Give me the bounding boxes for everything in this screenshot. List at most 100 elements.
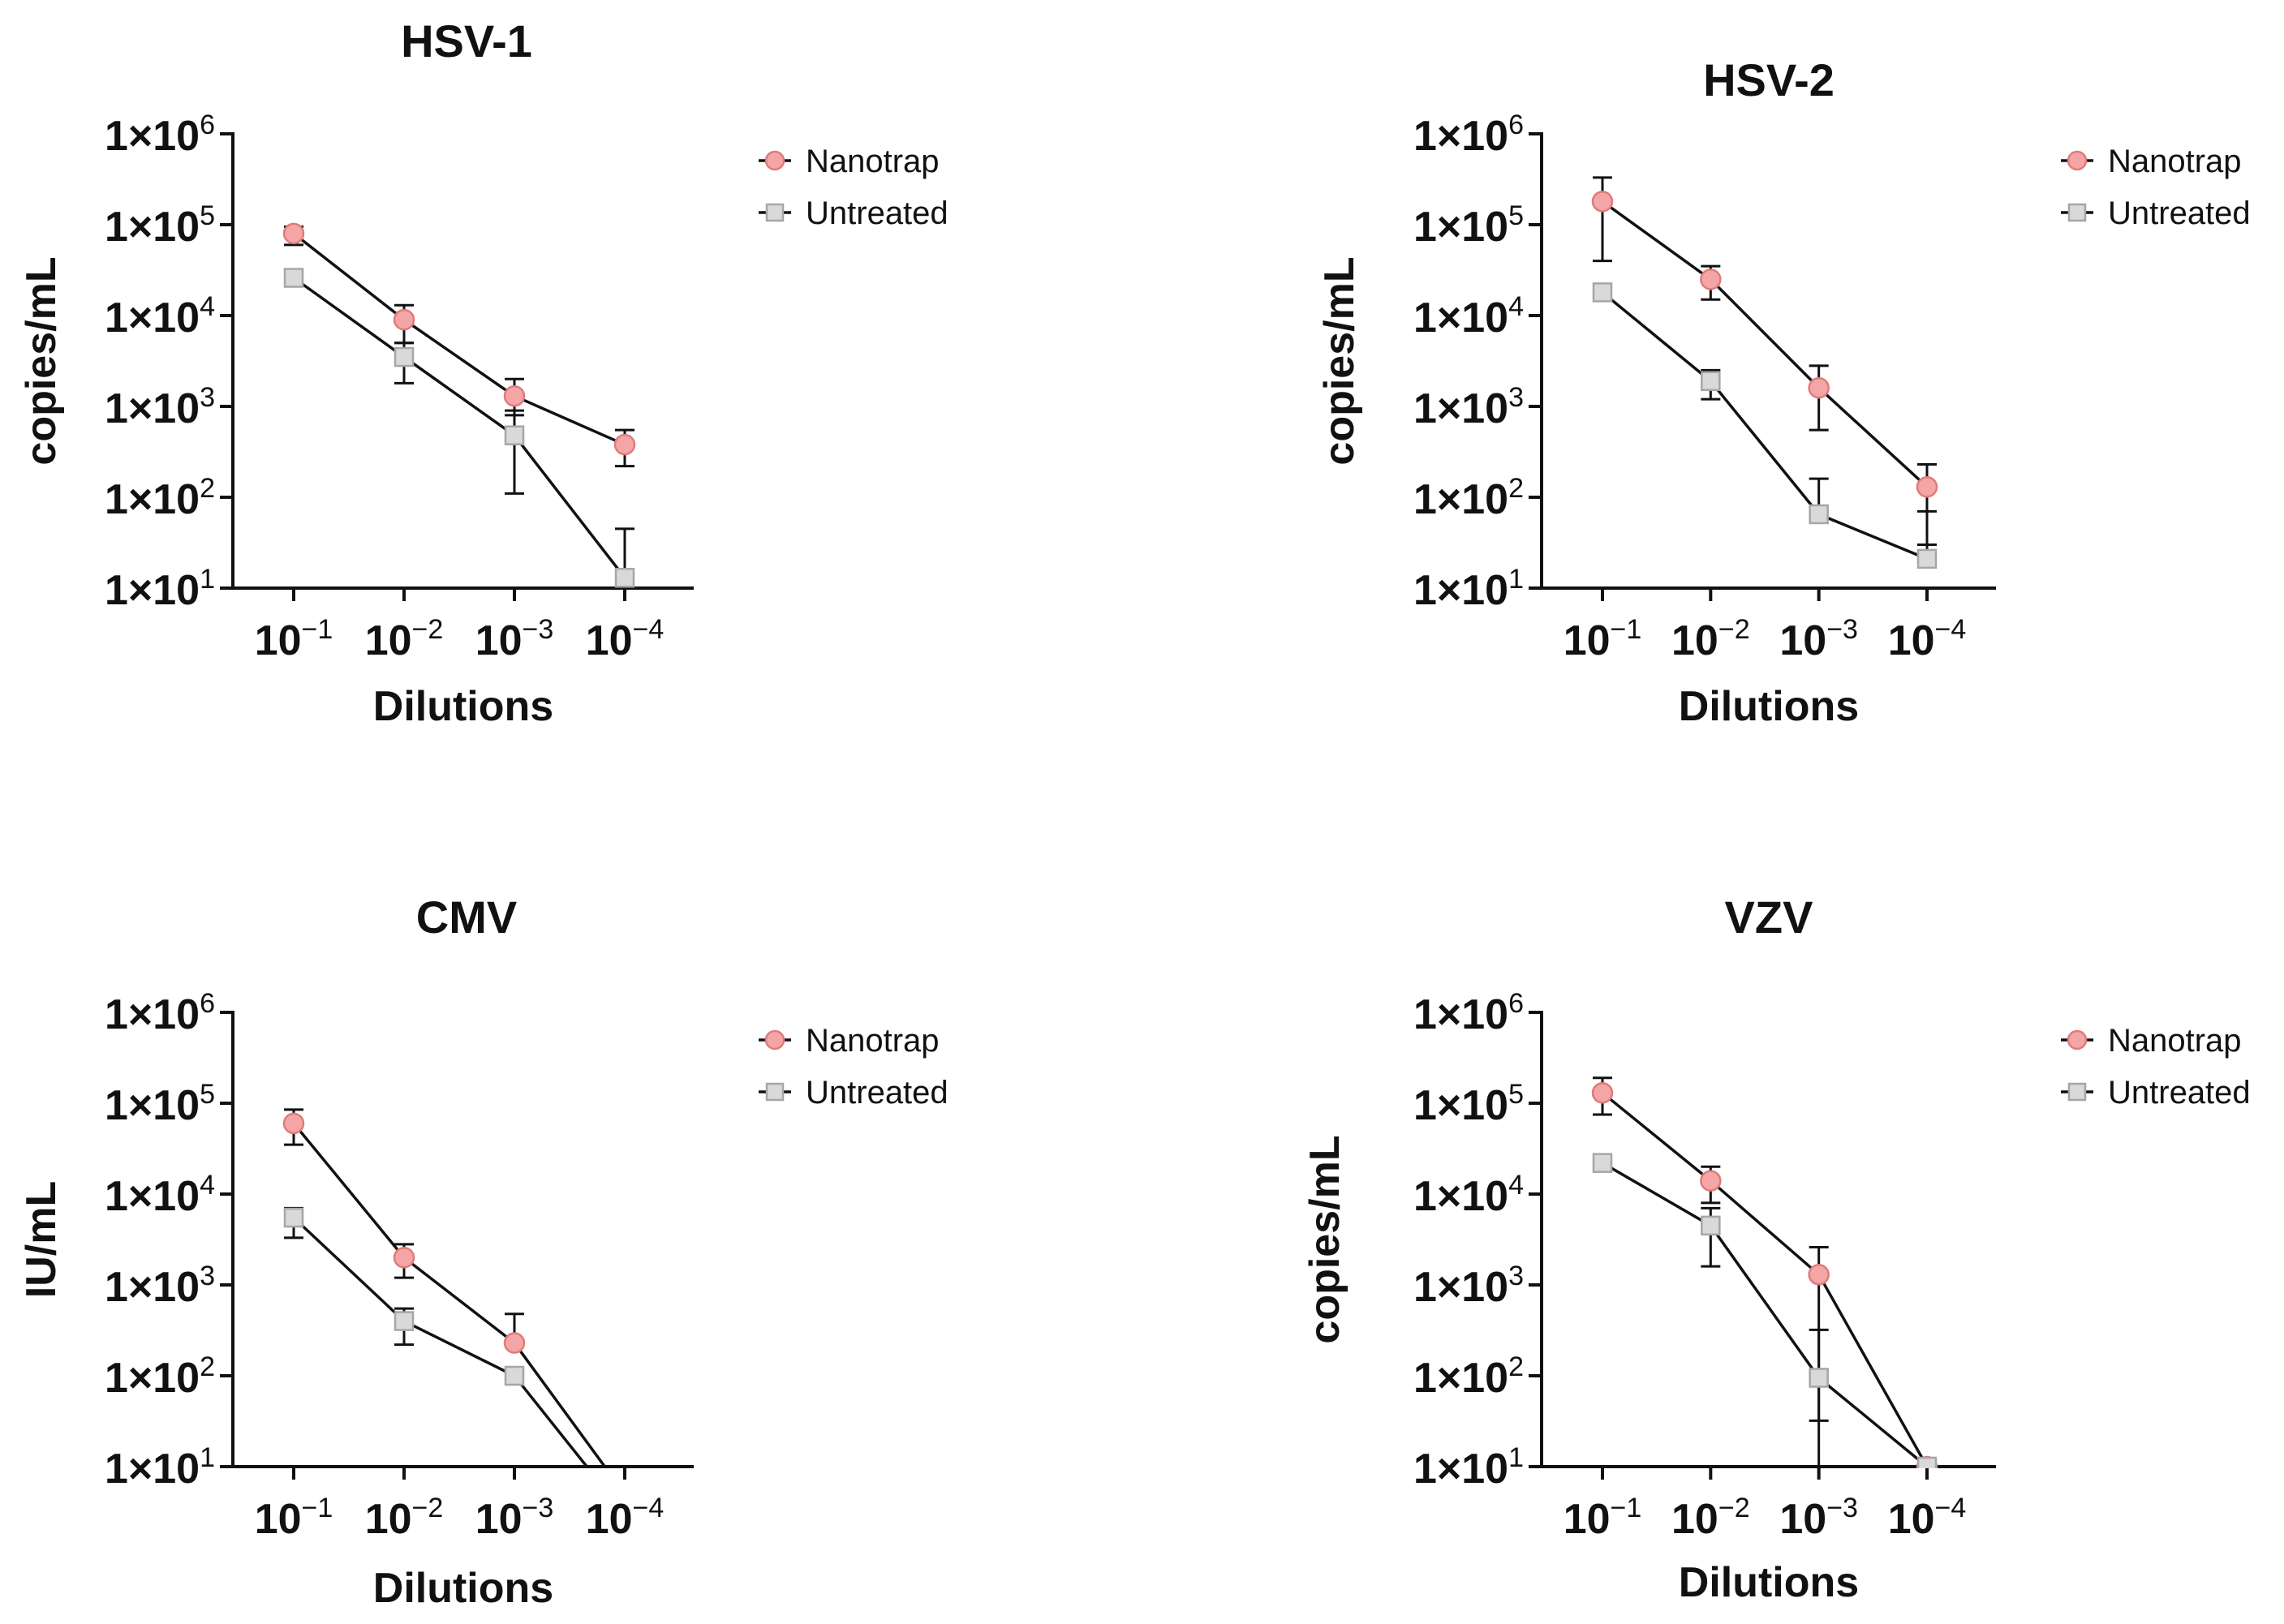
y-tick-label: 1×101 — [1413, 1442, 1524, 1493]
tick-superscript: −4 — [1935, 614, 1967, 645]
tick-superscript: 6 — [1508, 110, 1524, 140]
tick-superscript: −4 — [1935, 1493, 1967, 1523]
x-tick-label: 10−1 — [1564, 614, 1642, 664]
legend-label: Nanotrap — [806, 1023, 940, 1059]
tick-superscript: −2 — [412, 614, 444, 645]
y-tick-label: 1×102 — [105, 1351, 215, 1402]
tick-superscript: 2 — [200, 473, 215, 504]
legend-label: Untreated — [2108, 1075, 2251, 1111]
y-axis-label: copies/mL — [18, 256, 65, 465]
y-tick-label: 1×102 — [105, 473, 215, 523]
y-tick-label: 1×104 — [105, 1170, 215, 1220]
tick-superscript: 5 — [1508, 1079, 1524, 1110]
data-point-untreated — [614, 567, 635, 588]
y-tick-label: 1×102 — [1413, 473, 1524, 523]
x-tick-label: 10−3 — [475, 614, 554, 664]
y-tick-label: 1×104 — [1413, 1170, 1524, 1220]
tick-base: 1×10 — [1413, 567, 1508, 614]
tick-superscript: 2 — [1508, 1351, 1524, 1382]
y-axis-label: IU/mL — [18, 1181, 65, 1298]
tick-superscript: 5 — [200, 200, 215, 231]
legend-label: Nanotrap — [2108, 144, 2242, 179]
tick-base: 10 — [1564, 617, 1611, 664]
tick-base: 1×10 — [1413, 991, 1508, 1038]
legend-label: Untreated — [806, 195, 948, 231]
tick-superscript: 6 — [200, 110, 215, 140]
data-point-nanotrap — [393, 308, 415, 331]
tick-base: 10 — [255, 1496, 302, 1543]
y-tick-label: 1×103 — [105, 382, 215, 432]
tick-superscript: 1 — [1508, 1442, 1524, 1473]
x-tick-label: 10−2 — [365, 614, 444, 664]
legend-marker-circle — [2067, 150, 2088, 171]
series-line-untreated — [292, 277, 626, 579]
series-nanotrap — [282, 222, 636, 468]
legend-marker-circle — [764, 150, 785, 171]
tick-superscript: 5 — [200, 1079, 215, 1110]
tick-base: 1×10 — [1413, 1355, 1508, 1402]
data-point-untreated — [1592, 282, 1613, 303]
tick-base: 1×10 — [1413, 113, 1508, 160]
data-point-untreated — [504, 425, 525, 445]
legend-label: Untreated — [806, 1075, 948, 1111]
series-untreated — [283, 1206, 591, 1468]
chart-title: CMV — [416, 891, 517, 943]
y-tick-label: 1×105 — [105, 1079, 215, 1129]
series-nanotrap — [1591, 176, 1938, 547]
x-tick-label: 10−4 — [1888, 1493, 1967, 1543]
tick-superscript: 6 — [1508, 988, 1524, 1019]
y-tick-label: 1×106 — [1413, 110, 1524, 160]
y-tick-label: 1×105 — [1413, 200, 1524, 251]
tick-superscript: −4 — [633, 1493, 665, 1523]
tick-base: 1×10 — [1413, 385, 1508, 432]
series-line-untreated — [1602, 1162, 1929, 1468]
data-point-nanotrap — [503, 385, 526, 407]
y-tick-label: 1×105 — [105, 200, 215, 251]
data-point-untreated — [1701, 1215, 1721, 1236]
x-axis-label: Dilutions — [1679, 1559, 1859, 1606]
data-point-nanotrap — [1916, 475, 1938, 498]
legend-marker-square — [765, 203, 785, 222]
tick-base: 10 — [365, 1496, 412, 1543]
tick-superscript: 3 — [200, 1261, 215, 1291]
x-tick-label: 10−4 — [586, 614, 665, 664]
tick-superscript: 1 — [1508, 564, 1524, 595]
tick-base: 1×10 — [105, 1355, 200, 1402]
series-nanotrap — [1591, 1076, 1938, 1468]
x-axis-label: Dilutions — [373, 1565, 553, 1612]
tick-base: 1×10 — [105, 294, 200, 342]
data-point-nanotrap — [282, 222, 305, 245]
series-line-untreated — [292, 1216, 591, 1468]
y-tick-label: 1×101 — [1413, 564, 1524, 614]
tick-base: 1×10 — [105, 567, 200, 614]
x-tick-label: 10−2 — [365, 1493, 444, 1543]
tick-superscript: 2 — [200, 1351, 215, 1382]
tick-base: 10 — [475, 617, 523, 664]
x-tick-label: 10−2 — [1671, 1493, 1750, 1543]
series-line-nanotrap — [1601, 200, 1929, 488]
legend-entry-untreated: Untreated — [2061, 1075, 2251, 1111]
data-point-nanotrap — [503, 1332, 526, 1354]
data-point-untreated — [1916, 1456, 1938, 1468]
legend-marker-circle — [764, 1029, 785, 1050]
tick-base: 1×10 — [105, 1446, 200, 1493]
data-point-nanotrap — [1808, 1263, 1830, 1286]
tick-superscript: −4 — [633, 614, 665, 645]
tick-superscript: 4 — [200, 291, 215, 322]
x-tick-label: 10−4 — [1888, 614, 1967, 664]
tick-superscript: 3 — [1508, 1261, 1524, 1291]
tick-superscript: 3 — [1508, 382, 1524, 413]
tick-base: 1×10 — [105, 1173, 200, 1220]
tick-superscript: −2 — [1718, 614, 1750, 645]
tick-base: 1×10 — [105, 991, 200, 1038]
series-nanotrap — [282, 1108, 609, 1468]
tick-superscript: 3 — [200, 382, 215, 413]
data-point-untreated — [394, 1311, 415, 1331]
tick-superscript: 1 — [200, 1442, 215, 1473]
legend-label: Nanotrap — [2108, 1023, 2242, 1059]
data-point-untreated — [394, 346, 415, 367]
